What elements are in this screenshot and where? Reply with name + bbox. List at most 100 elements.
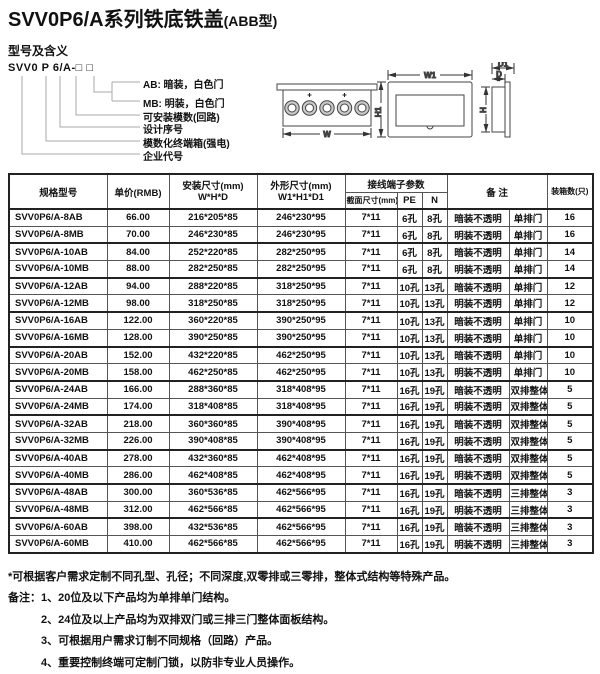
table-row: SVV0P6/A-10AB 84.00 252*220*85 282*250*9… <box>8 242 594 262</box>
cell-outline-size: 318*408*95 <box>256 397 346 416</box>
spec-table-header: 规格型号 单价(RMB) 安装尺寸(mm) W*H*D 外形尺寸(mm) W1*… <box>8 173 594 210</box>
cell-price: 278.00 <box>106 448 170 468</box>
cell-outline-size: 462*566*95 <box>256 500 346 519</box>
section-subtitle: 型号及含义 <box>8 44 69 58</box>
cell-n-holes: 8孔 <box>421 260 448 279</box>
cell-price: 128.00 <box>106 328 170 348</box>
cell-price: 88.00 <box>106 260 170 279</box>
cell-packing-qty: 5 <box>546 466 594 485</box>
cell-price: 226.00 <box>106 431 170 451</box>
cell-pe-holes: 16孔 <box>396 448 423 468</box>
table-row: SVV0P6/A-48AB 300.00 360*536*85 462*566*… <box>8 482 594 502</box>
table-row: SVV0P6/A-20AB 152.00 432*220*85 462*250*… <box>8 345 594 365</box>
legend-item-ab: AB: 暗装，白色门 <box>143 80 224 91</box>
col-header-packing: 装箱数(只) <box>546 173 594 210</box>
note-item-1-text: 1、20位及以下产品均为单排单门结构。 <box>41 592 236 605</box>
legend-item-terminal-box: 模数化终端箱(强电) <box>143 139 230 150</box>
cell-packing-qty: 12 <box>546 276 594 296</box>
table-row: SVV0P6/A-10MB 88.00 282*250*85 282*250*9… <box>8 260 594 279</box>
cell-remark-door: 单排门 <box>508 208 548 227</box>
cell-model: SVV0P6/A-48AB <box>8 482 108 502</box>
cell-remark-mount: 明装不透明 <box>446 260 510 279</box>
table-row: SVV0P6/A-8MB 70.00 246*230*85 246*230*95… <box>8 225 594 244</box>
col-header-outline: 外形尺寸(mm) W1*H1*D1 <box>256 173 346 210</box>
cell-remark-door: 三排整体 <box>508 517 548 537</box>
cell-remark-door: 双排整体 <box>508 397 548 416</box>
cell-section-size: 7*11 <box>344 328 398 348</box>
model-legend-area: SVV0 P 6/A-□ □ AB: 暗装，白色门 MB: 明装，白色门 可安装… <box>8 62 592 166</box>
cell-n-holes: 8孔 <box>421 208 448 227</box>
cell-n-holes: 19孔 <box>421 379 448 399</box>
cell-outline-size: 390*250*95 <box>256 311 346 330</box>
knockout-holes <box>285 101 369 115</box>
cell-install-size: 390*408*85 <box>168 431 258 451</box>
diagram-top-view: W <box>277 84 377 140</box>
table-row: SVV0P6/A-40AB 278.00 432*360*85 462*408*… <box>8 448 594 468</box>
cell-section-size: 7*11 <box>344 363 398 382</box>
cell-pe-holes: 10孔 <box>396 311 423 330</box>
col-header-outline-title: 外形尺寸(mm) <box>270 180 332 192</box>
cell-remark-mount: 暗装不透明 <box>446 517 510 537</box>
cell-section-size: 7*11 <box>344 466 398 485</box>
cell-section-size: 7*11 <box>344 225 398 244</box>
cell-n-holes: 8孔 <box>421 242 448 262</box>
cell-model: SVV0P6/A-40MB <box>8 466 108 485</box>
cell-remark-mount: 暗装不透明 <box>446 482 510 502</box>
cell-install-size: 462*566*85 <box>168 500 258 519</box>
cell-packing-qty: 5 <box>546 431 594 451</box>
cell-outline-size: 462*566*95 <box>256 482 346 502</box>
cell-outline-size: 282*250*95 <box>256 242 346 262</box>
cell-price: 84.00 <box>106 242 170 262</box>
cell-outline-size: 462*408*95 <box>256 448 346 468</box>
cell-model: SVV0P6/A-32AB <box>8 414 108 433</box>
cell-price: 122.00 <box>106 311 170 330</box>
cell-section-size: 7*11 <box>344 535 398 554</box>
cell-outline-size: 390*408*95 <box>256 414 346 433</box>
cell-price: 152.00 <box>106 345 170 365</box>
cell-n-holes: 19孔 <box>421 482 448 502</box>
cell-outline-size: 462*250*95 <box>256 345 346 365</box>
cell-install-size: 462*250*85 <box>168 363 258 382</box>
cell-pe-holes: 16孔 <box>396 397 423 416</box>
cell-model: SVV0P6/A-24AB <box>8 379 108 399</box>
cell-n-holes: 8孔 <box>421 225 448 244</box>
table-row: SVV0P6/A-16MB 128.00 390*250*85 390*250*… <box>8 328 594 348</box>
cell-install-size: 390*250*85 <box>168 328 258 348</box>
cell-install-size: 288*220*85 <box>168 276 258 296</box>
cell-model: SVV0P6/A-16MB <box>8 328 108 348</box>
table-row: SVV0P6/A-20MB 158.00 462*250*85 462*250*… <box>8 363 594 382</box>
cell-model: SVV0P6/A-20AB <box>8 345 108 365</box>
col-header-price: 单价(RMB) <box>106 173 170 210</box>
cell-install-size: 432*220*85 <box>168 345 258 365</box>
cell-n-holes: 13孔 <box>421 345 448 365</box>
footer-notes: *可根据客户需求定制不同孔型、孔径；不同深度,双零排或三零排，整体式结构等特殊产… <box>8 567 592 674</box>
cell-n-holes: 13孔 <box>421 363 448 382</box>
cell-price: 166.00 <box>106 379 170 399</box>
cell-n-holes: 13孔 <box>421 276 448 296</box>
cell-n-holes: 19孔 <box>421 448 448 468</box>
cell-n-holes: 19孔 <box>421 414 448 433</box>
cell-remark-door: 单排门 <box>508 260 548 279</box>
cell-pe-holes: 10孔 <box>396 328 423 348</box>
cell-section-size: 7*11 <box>344 260 398 279</box>
cell-remark-mount: 明装不透明 <box>446 466 510 485</box>
cell-section-size: 7*11 <box>344 345 398 365</box>
cell-model: SVV0P6/A-40AB <box>8 448 108 468</box>
dim-label-w: W <box>323 130 331 139</box>
note-item-2: 2、24位及以上产品均为双排双门或三排三门整体面板结构。 <box>41 613 335 626</box>
cell-price: 218.00 <box>106 414 170 433</box>
cell-outline-size: 246*230*95 <box>256 208 346 227</box>
cell-pe-holes: 16孔 <box>396 517 423 537</box>
cell-price: 312.00 <box>106 500 170 519</box>
cell-remark-door: 单排门 <box>508 311 548 330</box>
cell-pe-holes: 16孔 <box>396 466 423 485</box>
cell-n-holes: 19孔 <box>421 466 448 485</box>
page-title-main: SVV0P6/A系列铁底铁盖 <box>8 9 224 31</box>
diagram-side-view: D1 D H <box>479 62 515 137</box>
col-header-terminal: 接线端子参数 <box>344 173 448 193</box>
cell-pe-holes: 16孔 <box>396 414 423 433</box>
cell-packing-qty: 14 <box>546 242 594 262</box>
cell-section-size: 7*11 <box>344 311 398 330</box>
cell-n-holes: 13孔 <box>421 294 448 313</box>
cell-section-size: 7*11 <box>344 294 398 313</box>
